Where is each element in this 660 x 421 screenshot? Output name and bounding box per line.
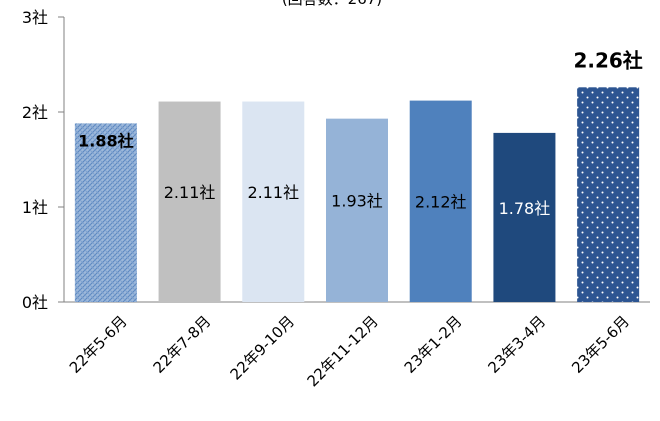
x-tick-label: 22年9-10月 [227, 312, 299, 384]
bar [74, 123, 137, 303]
x-axis-labels: 22年5-6月 22年7-8月 22年9-10月 22年11-12月 23年1-2月 23… [66, 312, 633, 390]
bars [74, 87, 640, 303]
bar [242, 101, 305, 302]
bar [158, 101, 221, 302]
bar [326, 118, 388, 303]
x-tick-label: 23年3-4月 [484, 312, 549, 377]
data-label: 2.26社 [573, 48, 642, 72]
data-label: 2.11社 [247, 183, 299, 202]
x-tick-label: 22年7-8月 [150, 312, 215, 377]
value-labels: 1.88社 2.11社 2.11社 1.93社 2.12社 1.78社 2.26社 [78, 48, 643, 218]
y-tick-label: 2社 [22, 103, 48, 122]
bar [577, 87, 640, 302]
bar [409, 100, 472, 302]
x-tick-label: 22年5-6月 [66, 312, 131, 377]
chart-subtitle: (回答数：267) [282, 0, 382, 8]
data-label: 2.12社 [415, 193, 467, 212]
bar [493, 132, 556, 302]
y-tick-label: 1社 [22, 198, 48, 217]
data-label: 1.88社 [78, 131, 133, 150]
y-tick-label: 3社 [22, 8, 48, 27]
y-tick-label: 0社 [22, 293, 48, 312]
x-tick-label: 23年5-6月 [568, 312, 633, 377]
data-label: 1.93社 [331, 192, 383, 211]
data-label: 2.11社 [164, 183, 216, 202]
data-label: 1.78社 [499, 199, 551, 218]
x-tick-label: 22年11-12月 [304, 312, 382, 390]
x-tick-label: 23年1-2月 [401, 312, 466, 377]
